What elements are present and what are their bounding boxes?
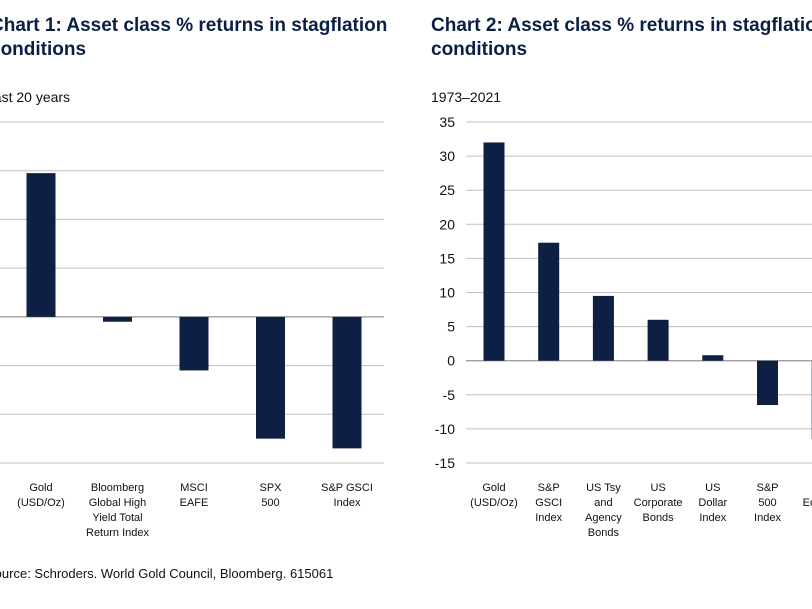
chart-2-category-label-line: (USD/Oz) — [470, 497, 518, 509]
chart-2-bar — [757, 360, 778, 406]
chart-1-category-label-line: (USD/Oz) — [17, 497, 65, 509]
chart-1-bar — [256, 316, 285, 439]
chart-1-category-label-line: Index — [333, 497, 361, 509]
chart-2-category-label-line: Bonds — [587, 527, 619, 539]
chart-2-category-label-line: 500 — [758, 497, 777, 509]
chart-2-category-label-line: and — [594, 497, 613, 509]
chart-2-title: Chart 2: Asset class % returns in stagfl… — [431, 14, 812, 62]
chart-2-category-label-line: US — [705, 482, 721, 494]
chart-2-y-tick-label: 35 — [439, 114, 455, 130]
chart-1-category-label-line: MSCI — [180, 482, 208, 494]
chart-2-category-label-line: Gold — [482, 482, 506, 494]
chart-2-category-label: US Tsy and Agency Bonds — [573, 481, 633, 541]
chart-1-title-line-1: Chart 1: Asset class % returns in stagfl… — [0, 15, 388, 36]
chart-2-category-label: US Corporate Bonds — [628, 481, 688, 526]
chart-1-bar — [26, 173, 56, 317]
chart-2-category-label: S&P 500 Index — [738, 481, 798, 526]
chart-1-category-label-line: Gold — [29, 482, 53, 494]
chart-1-title: Chart 1: Asset class % returns in stagfl… — [0, 14, 387, 62]
chart-2-bar — [483, 142, 505, 361]
chart-2-category-label-line: Bonds — [642, 512, 674, 524]
chart-2-category-label-line: GSCI — [535, 497, 563, 509]
chart-1-bar — [179, 316, 209, 371]
chart-2-y-tick-label: 10 — [439, 285, 455, 301]
chart-1-category-label: Gold (USD/Oz) — [0, 481, 86, 511]
chart-1-category-label-line: Yield Total — [92, 512, 143, 524]
chart-2-bar — [647, 319, 669, 361]
chart-2-category-label-line: Corporate — [633, 497, 683, 509]
chart-2-y-tick-label: -10 — [435, 421, 455, 437]
chart-2-y-tick-label: 20 — [439, 216, 455, 232]
chart-2-category-label: EMEquities — [792, 481, 812, 511]
chart-2-y-tick-label: -15 — [435, 455, 455, 471]
chart-2-subtitle: 1973–2021 — [431, 89, 502, 105]
chart-2-y-tick-label: 5 — [447, 319, 455, 335]
chart-2-category-label: S&P GSCI Index — [519, 481, 579, 526]
chart-2-category-label-line: US Tsy — [586, 482, 621, 494]
chart-2-y-tick-label: 15 — [439, 250, 455, 266]
chart-1-category-label-line: Global High — [88, 497, 147, 509]
chart-2-bar — [538, 242, 560, 361]
source-note: Source: Schroders. World Gold Council, B… — [0, 566, 334, 581]
chart-2-category-label: Gold (USD/Oz) — [464, 481, 524, 511]
chart-2-y-tick-label: 0 — [447, 353, 455, 369]
chart-1-category-label: SPX 500 — [226, 481, 316, 511]
chart-2-category-label-line: US — [650, 482, 666, 494]
chart-2-category-label-line: Index — [699, 512, 727, 524]
chart-1-category-label-line: S&P GSCI — [321, 482, 373, 494]
chart-2-y-tick-label: -5 — [443, 387, 456, 403]
chart-2-category-label-line: S&P — [756, 482, 779, 494]
chart-1-category-label-line: Bloomberg — [90, 482, 145, 494]
chart-2-title-line-1: Chart 2: Asset class % returns in stagfl… — [431, 15, 812, 36]
chart-2-category-label-line: Equities — [802, 497, 812, 509]
chart-2-category-label-line: S&P — [537, 482, 560, 494]
chart-2-category-label-line: Dollar — [698, 497, 728, 509]
chart-1-category-label: MSCI EAFE — [149, 481, 239, 511]
chart-1-category-label: S&P GSCI Index — [302, 481, 392, 511]
chart-1-category-label-line: EAFE — [179, 497, 209, 509]
chart-1-category-label-line: Return Index — [86, 527, 149, 539]
chart-1-category-label-line: 500 — [261, 497, 280, 509]
chart-1-category-label: Bloomberg Global High Yield Total Return In… — [73, 481, 163, 541]
chart-1-category-label-line: SPX — [259, 482, 282, 494]
chart-1-bar — [103, 316, 132, 322]
chart-2-y-tick-label: 25 — [439, 182, 455, 198]
chart-2-category-label-line: Index — [535, 512, 563, 524]
chart-2-bar — [702, 355, 724, 361]
chart-2-category-label-line: Index — [754, 512, 781, 524]
chart-1-title-line-2: conditions — [0, 39, 87, 60]
chart-2-category-label-line: Agency — [585, 512, 622, 524]
chart-2-title-line-2: conditions — [431, 39, 528, 60]
chart-2-y-tick-label: 30 — [439, 148, 455, 164]
chart-1-bar — [332, 316, 362, 449]
chart-2-category-label: US Dollar Index — [683, 481, 743, 526]
chart-1-subtitle: Last 20 years — [0, 89, 71, 105]
chart-2-bar — [592, 295, 614, 361]
chart-2-category-label-line: EM — [792, 481, 812, 496]
